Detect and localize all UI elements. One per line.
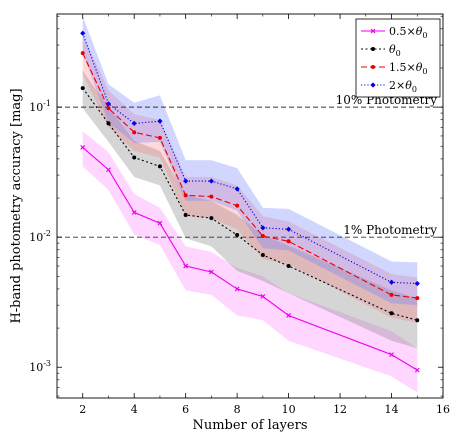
legend-marker-0 [370,28,376,34]
legend-marker-3 [370,82,376,88]
data-point-s1-10 [415,318,420,323]
data-point-s3-5 [208,178,214,184]
legend-label-0: 0.5×θ0 [389,25,427,40]
data-point-s2-10 [415,296,420,301]
data-point-s1-1 [106,121,111,126]
data-point-s2-4 [183,193,188,198]
data-point-s2-1 [106,106,111,111]
data-point-s2-3 [157,135,162,140]
data-point-s0-4 [183,263,189,269]
data-point-s3-1 [105,101,112,107]
legend-label-1: θ0 [389,43,401,58]
x-tick-label-3: 8 [234,403,241,416]
data-point-s0-1 [106,167,111,173]
legend-label-3: 2×θ0 [389,79,417,94]
data-point-s2-5 [209,194,214,199]
data-point-s0-8 [286,313,292,318]
legend-box [355,18,441,98]
data-point-s1-8 [286,264,291,269]
series-markers [80,30,420,373]
data-point-s2-8 [286,239,291,244]
reference-label-1: 1% Photometry [343,223,437,237]
confidence-bands [82,16,418,393]
x-tick-label-6: 14 [385,403,399,416]
data-point-s0-10 [414,367,420,373]
data-point-s3-2 [131,120,137,126]
x-tick-label-5: 12 [333,403,347,416]
x-tick-label-2: 6 [182,403,189,416]
data-point-s2-6 [235,203,240,208]
x-tick-label-1: 4 [131,403,138,416]
data-point-s2-0 [80,51,85,56]
band-series-1 [82,70,418,349]
data-point-s1-3 [157,164,162,169]
data-point-s0-6 [234,286,240,292]
data-point-s0-5 [208,269,214,275]
data-point-s1-7 [260,252,265,257]
band-series-2 [82,34,418,323]
data-point-s1-4 [183,213,188,218]
data-point-s1-0 [80,86,85,91]
x-axis-label: Number of layers [192,418,307,433]
data-point-s0-3 [157,220,163,226]
band-series-0 [82,131,418,393]
x-tick-label-0: 2 [79,403,86,416]
data-point-s1-9 [389,311,394,316]
x-tick-label-7: 16 [436,403,450,416]
legend: 0.5×θ0 θ0 1.5×θ0 2×θ0 [355,18,441,98]
legend-marker-2 [371,65,375,69]
data-point-s1-2 [132,155,137,160]
data-point-s3-8 [286,226,292,232]
plot-area-frame [56,13,444,399]
data-point-s1-5 [209,216,214,221]
data-point-s3-10 [414,280,420,287]
data-point-s1-6 [235,232,240,237]
data-point-s3-3 [157,118,163,124]
data-point-s0-7 [260,294,266,299]
data-point-s3-4 [183,178,189,184]
data-point-s3-9 [388,279,395,285]
data-point-s0-9 [389,352,394,358]
legend-label-2: 1.5×θ0 [389,61,427,76]
data-point-s3-0 [80,30,86,36]
y-axis-label: H-band photometry accuracy [mag] [9,88,24,323]
data-point-s2-9 [389,292,394,297]
data-point-s3-6 [234,186,240,192]
data-point-s2-2 [132,130,137,135]
data-point-s0-2 [131,209,137,215]
x-tick-label-4: 10 [282,403,296,416]
data-point-s0-0 [80,144,86,150]
legend-marker-1 [371,47,375,51]
data-point-s2-7 [260,234,265,239]
band-series-3 [82,16,418,306]
data-point-s3-7 [260,225,266,231]
